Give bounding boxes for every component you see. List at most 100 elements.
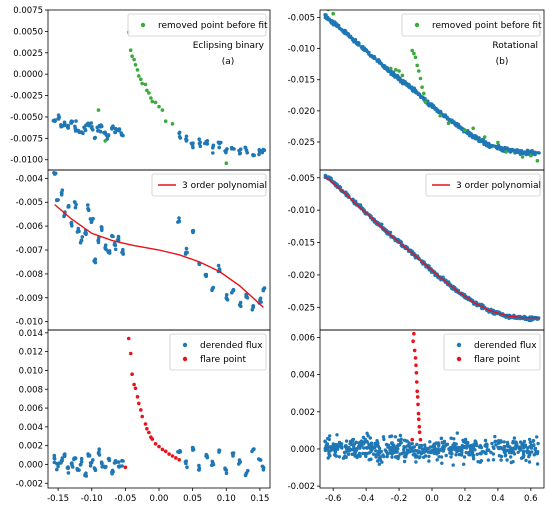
data-point — [516, 445, 520, 449]
data-point — [251, 153, 255, 158]
y-tick-label: -0.005 — [16, 198, 43, 208]
y-tick-label: -0.0025 — [10, 92, 43, 102]
data-point — [467, 131, 472, 136]
data-point — [496, 441, 501, 445]
x-tick-label: -0.10 — [81, 494, 103, 504]
data-point — [449, 436, 453, 440]
data-point — [130, 372, 134, 377]
data-point — [250, 449, 254, 454]
data-point — [120, 464, 124, 468]
data-point — [163, 449, 168, 454]
data-point — [97, 450, 101, 454]
data-point — [531, 439, 535, 443]
legend-label: 3 order polynomial — [182, 181, 267, 191]
data-point — [132, 382, 136, 387]
x-tick-label: -0.6 — [325, 494, 342, 504]
data-point — [377, 446, 382, 450]
data-point — [382, 437, 386, 442]
data-point — [515, 442, 519, 446]
data-point — [133, 386, 138, 391]
data-point — [224, 297, 229, 301]
data-point — [197, 137, 201, 141]
data-point — [96, 129, 100, 133]
data-point — [490, 441, 494, 446]
data-point — [393, 435, 398, 439]
data-point — [528, 453, 532, 457]
data-point — [510, 147, 514, 152]
data-point — [243, 473, 248, 477]
data-point — [66, 471, 71, 475]
data-point — [406, 83, 410, 88]
data-point — [62, 123, 66, 128]
data-point — [100, 228, 104, 232]
data-point — [446, 121, 451, 126]
legend-marker — [182, 356, 188, 362]
data-point — [140, 81, 144, 86]
y-tick-label: -0.006 — [16, 222, 43, 232]
data-point — [92, 259, 96, 263]
data-point — [494, 443, 498, 447]
data-point — [326, 436, 330, 441]
x-tick-label: -0.15 — [47, 494, 69, 504]
data-point — [72, 456, 76, 461]
data-point — [135, 395, 140, 399]
data-point — [405, 448, 410, 452]
data-point — [331, 23, 336, 27]
data-point — [530, 150, 535, 154]
y-tick-label: 0.010 — [19, 366, 43, 376]
data-point — [102, 130, 106, 135]
y-tick-label: -0.025 — [288, 138, 315, 148]
y-tick-label: 0.006 — [19, 404, 43, 414]
data-point — [422, 91, 426, 96]
y-tick-label: 0.004 — [291, 371, 315, 381]
data-point — [362, 446, 366, 450]
data-point — [428, 440, 432, 444]
data-point — [336, 24, 340, 29]
data-point — [394, 68, 398, 72]
data-point — [113, 130, 117, 135]
data-point — [415, 380, 419, 384]
data-point — [418, 76, 423, 81]
data-point — [52, 456, 57, 461]
data-point — [418, 455, 422, 459]
data-point — [104, 464, 108, 469]
data-point — [327, 452, 331, 456]
data-point — [98, 129, 103, 134]
data-point — [72, 200, 77, 204]
data-point — [344, 455, 348, 459]
data-point — [55, 198, 59, 202]
data-point — [412, 445, 416, 449]
legend-label: 3 order polynomial — [456, 181, 541, 191]
data-point — [502, 450, 507, 454]
data-point — [375, 439, 379, 443]
y-tick-label: -0.0100 — [10, 156, 43, 166]
data-point — [113, 247, 118, 252]
data-point — [434, 107, 438, 111]
y-tick-label: 0.000 — [19, 460, 43, 470]
data-point — [528, 440, 533, 445]
data-point — [160, 108, 165, 112]
data-point — [401, 79, 406, 83]
data-point — [413, 55, 418, 60]
data-point — [361, 451, 365, 456]
data-point — [257, 457, 261, 462]
data-point — [331, 11, 336, 16]
data-point — [417, 69, 421, 73]
data-point — [224, 293, 229, 297]
data-point — [259, 300, 263, 304]
data-point — [414, 363, 418, 368]
data-point — [473, 439, 477, 443]
data-point — [205, 139, 210, 143]
data-point — [423, 100, 428, 104]
data-point — [487, 448, 491, 452]
data-point — [389, 69, 393, 74]
data-point — [232, 147, 236, 151]
legend: removed point before fit — [127, 13, 268, 37]
data-point — [412, 88, 416, 93]
data-point — [437, 455, 441, 459]
data-point — [143, 82, 148, 87]
legend: derended flux flare point — [169, 333, 267, 371]
data-point — [522, 150, 526, 154]
data-point — [489, 144, 494, 149]
data-point — [456, 448, 460, 452]
